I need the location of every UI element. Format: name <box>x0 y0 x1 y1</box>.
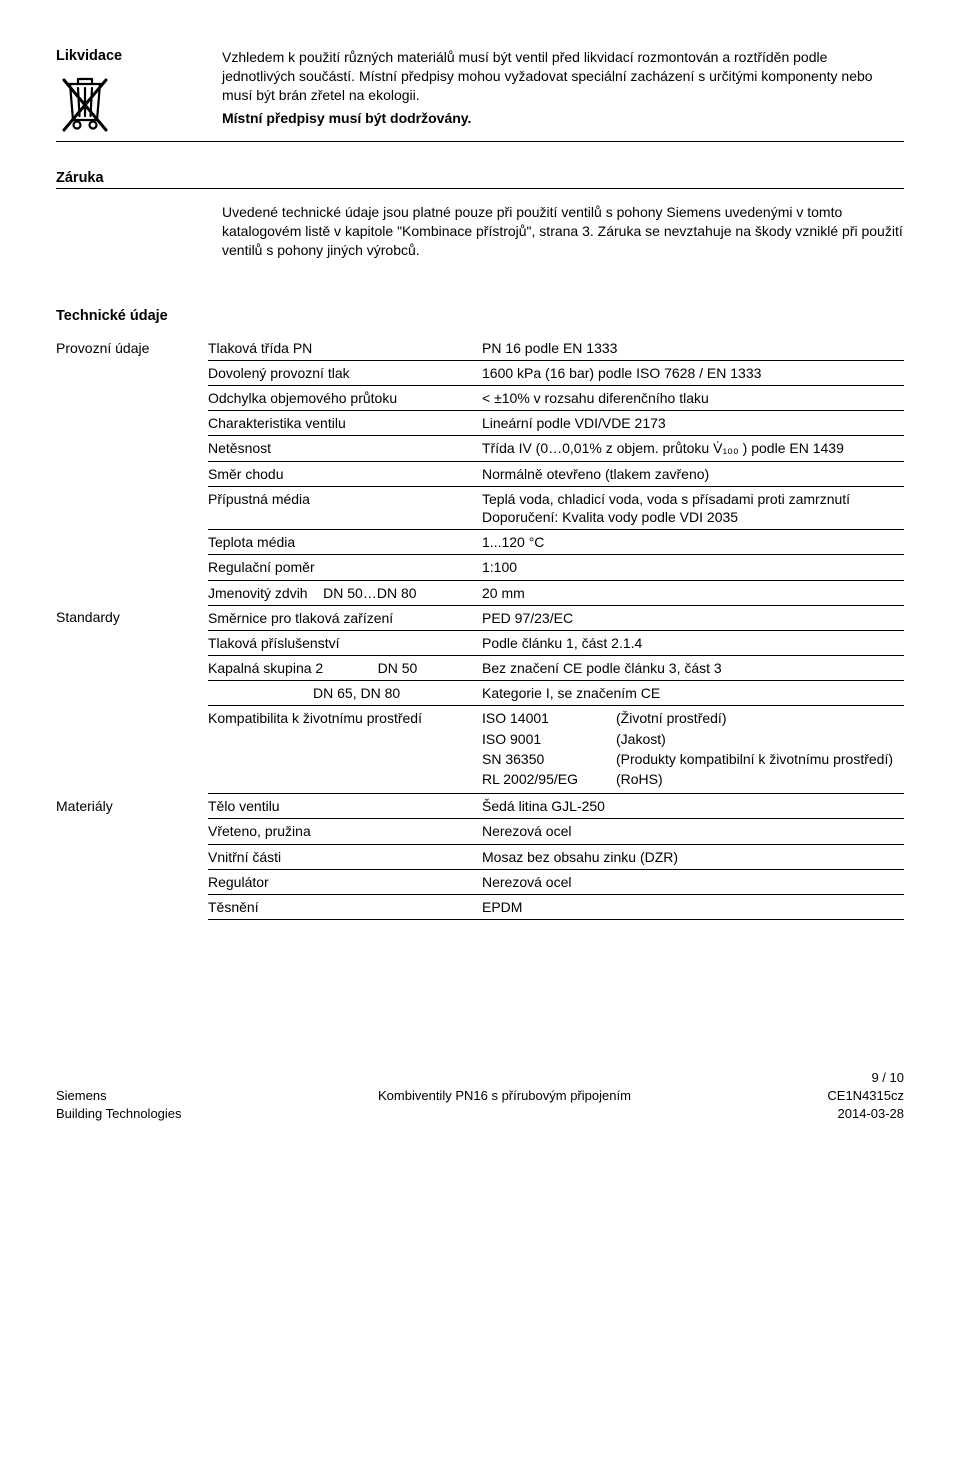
spec-value: Mosaz bez obsahu zinku (DZR) <box>482 844 904 869</box>
spec-key: Odchylka objemového průtoku <box>208 386 482 411</box>
spec-key: Dovolený provozní tlak <box>208 360 482 385</box>
disposal-title: Likvidace <box>56 48 122 64</box>
spec-key: Směr chodu <box>208 461 482 486</box>
spec-value: PN 16 podle EN 1333 <box>482 336 904 361</box>
group-label: Standardy <box>56 605 208 630</box>
compat-code: SN 36350 <box>482 750 616 770</box>
page-number: 9 / 10 <box>56 1070 904 1085</box>
warranty-title: Záruka <box>56 170 904 186</box>
disposal-text: Vzhledem k použití různých materiálů mus… <box>222 48 904 105</box>
group-label: Provozní údaje <box>56 336 208 361</box>
warranty-text: Uvedené technické údaje jsou platné pouz… <box>222 203 904 260</box>
footer-left-1: Siemens <box>56 1087 182 1105</box>
spec-key: Přípustná média <box>208 486 482 529</box>
spec-value: Lineární podle VDI/VDE 2173 <box>482 411 904 436</box>
tech-table: Provozní údajeTlaková třída PNPN 16 podl… <box>56 336 904 921</box>
spec-value: Šedá litina GJL-250 <box>482 794 904 819</box>
spec-value: Nerezová ocel <box>482 819 904 844</box>
spec-value: Nerezová ocel <box>482 869 904 894</box>
spec-value: 1...120 °C <box>482 530 904 555</box>
footer: Siemens Building Technologies Kombiventi… <box>56 1087 904 1122</box>
spec-value: EPDM <box>482 894 904 919</box>
spec-key: Regulační poměr <box>208 555 482 580</box>
spec-value: Normálně otevřeno (tlakem zavřeno) <box>482 461 904 486</box>
waste-bin-icon <box>56 70 114 139</box>
spec-value: 1600 kPa (16 bar) podle ISO 7628 / EN 13… <box>482 360 904 385</box>
spec-value: Kategorie I, se značením CE <box>482 681 904 706</box>
spec-key: Vnitřní části <box>208 844 482 869</box>
spec-value: < ±10% v rozsahu diferenčního tlaku <box>482 386 904 411</box>
compat-desc: (RoHS) <box>616 770 900 790</box>
spec-key: Teplota média <box>208 530 482 555</box>
spec-value: 1:100 <box>482 555 904 580</box>
spec-value: Podle článku 1, část 2.1.4 <box>482 630 904 655</box>
spec-key: Směrnice pro tlaková zařízení <box>208 605 482 630</box>
spec-key: DN 65, DN 80 <box>208 681 482 706</box>
group-label: Materiály <box>56 794 208 819</box>
tech-section: Technické údaje Provozní údajeTlaková tř… <box>56 308 904 921</box>
spec-key: Kompatibilita k životnímu prostředí <box>208 706 482 794</box>
compat-code: RL 2002/95/EG <box>482 770 616 790</box>
spec-key: Vřeteno, pružina <box>208 819 482 844</box>
footer-center: Kombiventily PN16 s přírubovým připojení… <box>378 1087 631 1105</box>
spec-value: 20 mm <box>482 580 904 605</box>
disposal-section: Likvidace <box>56 48 904 142</box>
spec-value: Třída IV (0…0,01% z objem. průtoku V̇₁₀₀… <box>482 436 904 461</box>
compat-desc: (Produkty kompatibilní k životnímu prost… <box>616 750 900 770</box>
spec-key: Netěsnost <box>208 436 482 461</box>
spec-key: Jmenovitý zdvih DN 50…DN 80 <box>208 580 482 605</box>
footer-left-2: Building Technologies <box>56 1105 182 1123</box>
compat-desc: (Životní prostředí) <box>616 709 900 729</box>
spec-key: Tělo ventilu <box>208 794 482 819</box>
disposal-bold: Místní předpisy musí být dodržovány. <box>222 109 904 128</box>
compat-code: ISO 9001 <box>482 730 616 750</box>
footer-right-1: CE1N4315cz <box>827 1087 904 1105</box>
spec-value: Teplá voda, chladicí voda, voda s přísad… <box>482 486 904 529</box>
spec-value: Bez značení CE podle článku 3, část 3 <box>482 656 904 681</box>
spec-key: Tlaková třída PN <box>208 336 482 361</box>
compat-desc: (Jakost) <box>616 730 900 750</box>
footer-right-2: 2014-03-28 <box>827 1105 904 1123</box>
compat-code: ISO 14001 <box>482 709 616 729</box>
spec-key: Charakteristika ventilu <box>208 411 482 436</box>
spec-key: Kapalná skupina 2 DN 50 <box>208 656 482 681</box>
warranty-section: Záruka Uvedené technické údaje jsou plat… <box>56 170 904 264</box>
tech-title: Technické údaje <box>56 308 904 324</box>
spec-key: Těsnění <box>208 894 482 919</box>
spec-value: PED 97/23/EC <box>482 605 904 630</box>
spec-key: Tlaková příslušenství <box>208 630 482 655</box>
spec-key: Regulátor <box>208 869 482 894</box>
